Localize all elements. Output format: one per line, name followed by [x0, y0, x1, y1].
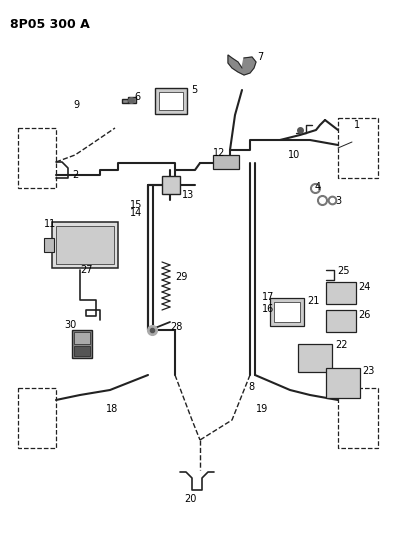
Text: 16: 16: [262, 304, 274, 314]
Text: 1: 1: [354, 120, 360, 130]
Text: 17: 17: [262, 292, 274, 302]
Text: 19: 19: [256, 404, 268, 414]
Polygon shape: [228, 55, 256, 75]
Text: 5: 5: [191, 85, 197, 95]
Text: 22: 22: [335, 340, 348, 350]
Text: 15: 15: [130, 200, 142, 210]
Bar: [159, 92, 183, 110]
Bar: [274, 302, 300, 322]
Bar: [155, 88, 187, 114]
Text: 3: 3: [335, 196, 341, 206]
Text: 25: 25: [337, 266, 349, 276]
Bar: [270, 298, 304, 326]
Text: 8P05 300 A: 8P05 300 A: [10, 18, 90, 31]
Bar: [298, 344, 332, 372]
Text: 21: 21: [307, 296, 320, 306]
Bar: [213, 155, 239, 169]
Text: 2: 2: [72, 170, 78, 180]
Text: 23: 23: [362, 366, 374, 376]
Text: 14: 14: [130, 208, 142, 218]
Text: 27: 27: [80, 265, 93, 275]
Text: 26: 26: [358, 310, 370, 320]
Bar: [44, 238, 54, 252]
Text: 9: 9: [73, 100, 79, 110]
Bar: [162, 176, 180, 194]
Text: 29: 29: [175, 272, 188, 282]
Bar: [72, 330, 92, 358]
Text: 4: 4: [315, 182, 321, 192]
Text: 8: 8: [248, 382, 254, 392]
Bar: [326, 310, 356, 332]
Bar: [122, 99, 128, 103]
Bar: [18, 388, 56, 448]
Text: 11: 11: [44, 219, 56, 229]
Bar: [74, 332, 90, 344]
Bar: [128, 97, 136, 103]
Text: 18: 18: [106, 404, 118, 414]
Bar: [338, 118, 378, 178]
Text: 28: 28: [170, 322, 182, 332]
Text: 12: 12: [213, 148, 225, 158]
Text: 30: 30: [64, 320, 76, 330]
Bar: [338, 388, 378, 448]
Bar: [56, 226, 114, 264]
Bar: [18, 128, 56, 188]
Text: 7: 7: [257, 52, 263, 62]
Bar: [326, 368, 360, 398]
Bar: [74, 346, 90, 356]
Text: 10: 10: [288, 150, 300, 160]
Text: 6: 6: [134, 92, 140, 102]
Text: 20: 20: [184, 494, 196, 504]
Bar: [52, 222, 118, 268]
Text: 13: 13: [182, 190, 194, 200]
Bar: [326, 282, 356, 304]
Text: 24: 24: [358, 282, 370, 292]
